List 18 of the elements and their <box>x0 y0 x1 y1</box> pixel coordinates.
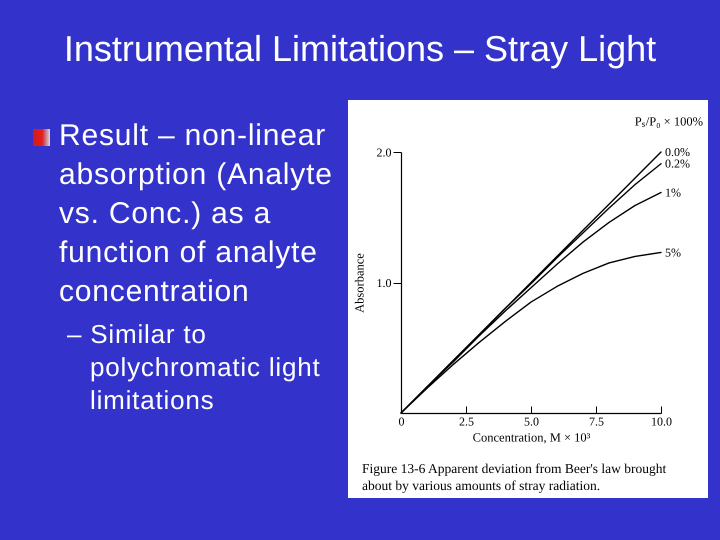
x-tick-label: 7.5 <box>589 414 604 428</box>
x-tick-label: 5.0 <box>524 414 539 428</box>
x-tick-label: 10.0 <box>651 414 672 428</box>
series-label: 0.0% <box>665 145 690 159</box>
text: – Similar to polychromatic light limitations <box>67 318 322 418</box>
x-tick-label: 0 <box>398 414 404 428</box>
series-label: 0.2% <box>665 156 690 171</box>
x-axis-title: Concentration, M × 10³ <box>472 430 591 444</box>
x-tick-label: 2.5 <box>459 414 474 428</box>
caption: Figure 13-6 Apparent deviation from Beer's law brought about by various amounts of stray radiation. <box>362 460 668 495</box>
text: Result – non-linear absorption (Analyte vs. Conc.) as a function of analyte concentration <box>59 118 334 310</box>
series-label: 5% <box>665 245 681 260</box>
series-label: 1% <box>665 185 681 200</box>
chart-title: Instrumental Limitations – Stray Light <box>62 28 658 69</box>
legend-title: Pₛ/P₀ × 100% <box>634 114 703 128</box>
y-tick-label: 1.0 <box>376 276 392 290</box>
y-axis-title: Absorbance <box>352 252 366 313</box>
y-tick-label: 2.0 <box>376 146 392 160</box>
